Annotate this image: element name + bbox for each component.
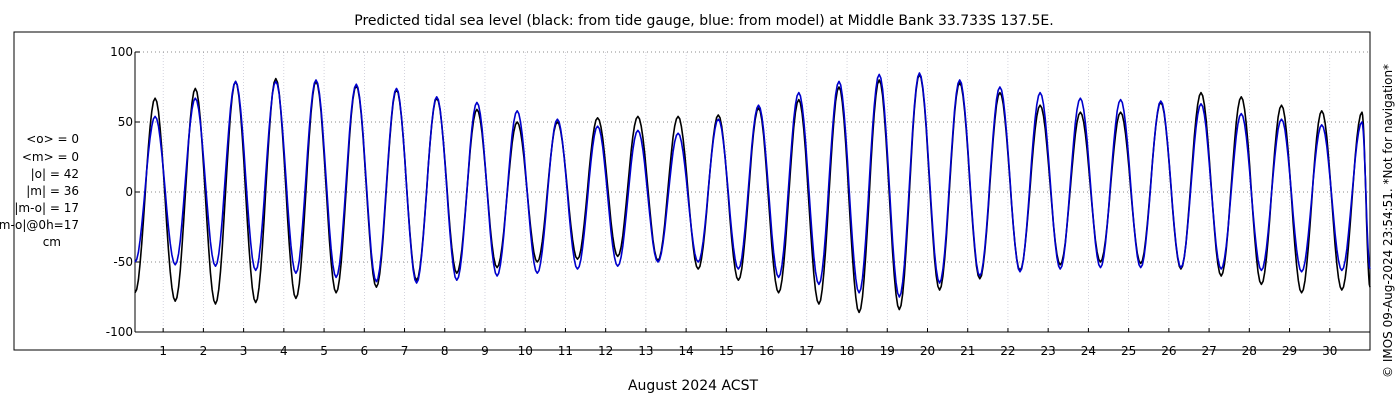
x-tick-label: 30 [1322, 344, 1337, 358]
stat-abs-diff: |m-o| = 17 [14, 201, 79, 215]
y-tick-label: 0 [125, 185, 133, 199]
x-tick-label: 22 [1000, 344, 1015, 358]
x-tick-label: 21 [960, 344, 975, 358]
x-tick-label: 27 [1201, 344, 1216, 358]
x-tick-label: 7 [401, 344, 409, 358]
x-tick-label: 10 [518, 344, 533, 358]
chart-title: Predicted tidal sea level (black: from t… [354, 13, 1053, 29]
series-lines [134, 72, 1371, 314]
x-tick-label: 5 [320, 344, 328, 358]
x-tick-label: 26 [1161, 344, 1176, 358]
x-tick-label: 19 [880, 344, 895, 358]
x-tick-label: 16 [759, 344, 774, 358]
outer-frame [13, 31, 1371, 351]
stat-mean-model: <m> = 0 [21, 150, 79, 164]
x-tick-label: 3 [240, 344, 248, 358]
copyright-notice: © IMOS 09-Aug-2024 23:54:51. *Not for na… [1381, 64, 1395, 378]
stat-abs-observed: |o| = 42 [30, 167, 79, 181]
x-tick-label: 2 [200, 344, 208, 358]
x-tick-label: 8 [441, 344, 449, 358]
x-tick-label: 4 [280, 344, 288, 358]
y-tick-label: -100 [106, 325, 133, 339]
y-tick-label: -50 [113, 255, 133, 269]
x-axis-label: August 2024 ACST [628, 378, 759, 394]
stat-abs-model: |m| = 36 [26, 184, 79, 198]
y-tick-label: 100 [110, 45, 133, 59]
stat-unit: cm [42, 235, 61, 249]
axes [134, 51, 1370, 333]
x-tick-label: 6 [360, 344, 368, 358]
x-tick-label: 18 [839, 344, 854, 358]
series-line-tide-gauge [134, 73, 1371, 314]
x-tick-label: 15 [719, 344, 734, 358]
x-tick-labels: 1 2 3 4 5 6 7 8 9 10 11 12 13 14 15 16 17 18 19 20 21 22 23 24 2… [159, 344, 1337, 358]
x-tick-label: 25 [1121, 344, 1136, 358]
y-tick-label: 50 [118, 115, 133, 129]
x-tick-label: 1 [159, 344, 167, 358]
x-tick-label: 23 [1041, 344, 1056, 358]
x-tick-label: 29 [1282, 344, 1297, 358]
x-tick-label: 12 [598, 344, 613, 358]
stat-mean-observed: <o> = 0 [26, 132, 79, 146]
x-tick-label: 28 [1242, 344, 1257, 358]
x-tick-label: 9 [481, 344, 489, 358]
x-tick-label: 13 [638, 344, 653, 358]
x-tick-label: 14 [678, 344, 693, 358]
x-tick-label: 24 [1081, 344, 1096, 358]
y-tick-labels: 100 50 0 -50 -100 [106, 45, 133, 339]
x-tick-label: 11 [558, 344, 573, 358]
stat-abs-diff-0h: |m-o|@0h=17 [0, 218, 79, 232]
series-line-model [134, 72, 1371, 298]
x-tick-label: 20 [920, 344, 935, 358]
x-tick-label: 17 [799, 344, 814, 358]
